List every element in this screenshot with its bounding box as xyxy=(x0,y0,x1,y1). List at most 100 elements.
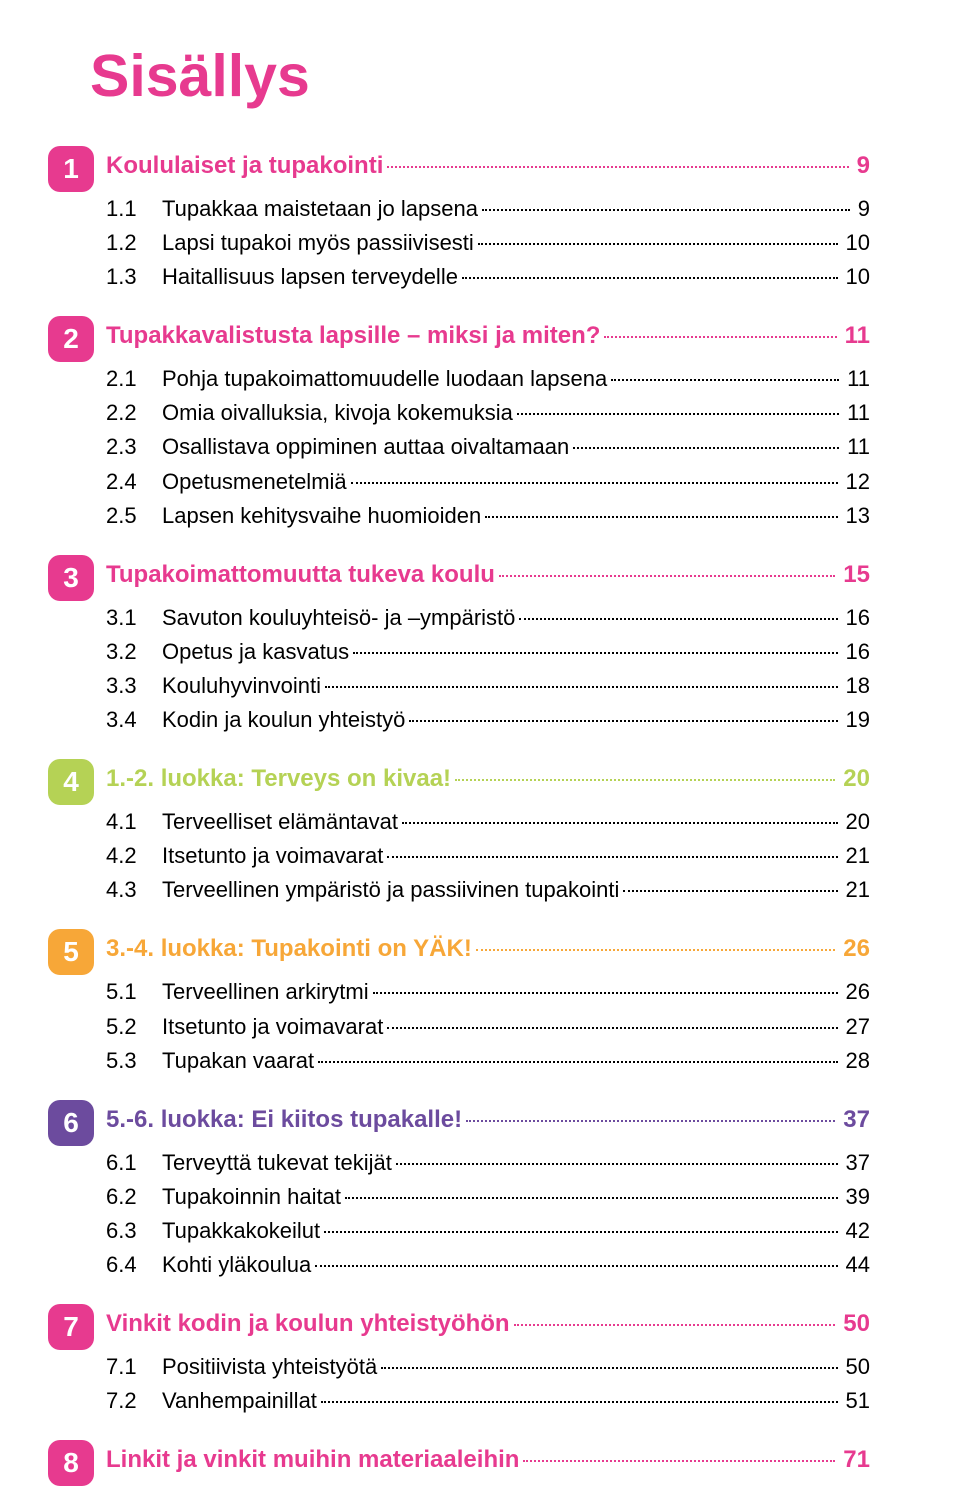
leader-dots xyxy=(519,618,837,620)
subitem-number: 5.3 xyxy=(106,1044,162,1078)
subitem-label: Tupakkakokeilut xyxy=(162,1214,320,1248)
toc-section: 41.-2. luokka: Terveys on kivaa!204.1Ter… xyxy=(48,765,870,907)
section-title: Vinkit kodin ja koulun yhteistyöhön xyxy=(106,1310,510,1338)
section-page: 37 xyxy=(839,1106,870,1134)
leader-dots xyxy=(499,575,835,577)
subitem-label: Osallistava oppiminen auttaa oivaltamaan xyxy=(162,430,569,464)
subitem-label: Savuton kouluyhteisö- ja –ympäristö xyxy=(162,601,515,635)
subitem-number: 2.3 xyxy=(106,430,162,464)
leader-dots xyxy=(345,1197,838,1199)
subitem-number: 2.2 xyxy=(106,396,162,430)
toc-subitems: 1.1Tupakkaa maistetaan jo lapsena91.2Lap… xyxy=(106,192,870,294)
section-title-row: Linkit ja vinkit muihin materiaaleihin71 xyxy=(106,1446,870,1474)
toc-subitem: 1.3Haitallisuus lapsen terveydelle10 xyxy=(106,260,870,294)
subitem-label: Terveyttä tukevat tekijät xyxy=(162,1146,392,1180)
subitem-number: 6.3 xyxy=(106,1214,162,1248)
section-page: 20 xyxy=(839,765,870,793)
subitem-number: 1.1 xyxy=(106,192,162,226)
subitem-page: 44 xyxy=(842,1248,870,1282)
leader-dots xyxy=(604,336,836,338)
toc-subitem: 6.4Kohti yläkoulua44 xyxy=(106,1248,870,1282)
leader-dots xyxy=(324,1231,837,1233)
subitem-number: 1.2 xyxy=(106,226,162,260)
section-page: 15 xyxy=(839,561,870,589)
subitem-label: Lapsi tupakoi myös passiivisesti xyxy=(162,226,474,260)
leader-dots xyxy=(611,379,839,381)
toc-subitem: 5.1Terveellinen arkirytmi26 xyxy=(106,975,870,1009)
leader-dots xyxy=(455,779,835,781)
subitem-label: Kodin ja koulun yhteistyö xyxy=(162,703,405,737)
section-number-badge: 6 xyxy=(48,1100,94,1146)
toc-subitem: 3.3Kouluhyvinvointi18 xyxy=(106,669,870,703)
subitem-label: Tupakoinnin haitat xyxy=(162,1180,341,1214)
leader-dots xyxy=(485,516,837,518)
subitem-number: 4.1 xyxy=(106,805,162,839)
toc-section: 1Koululaiset ja tupakointi91.1Tupakkaa m… xyxy=(48,152,870,294)
subitem-page: 51 xyxy=(842,1384,870,1418)
subitem-label: Terveellinen arkirytmi xyxy=(162,975,369,1009)
section-title: Tupakkavalistusta lapsille – miksi ja mi… xyxy=(106,322,600,350)
toc-section-header: 65.-6. luokka: Ei kiitos tupakalle!37 xyxy=(48,1106,870,1146)
toc-subitem: 7.1Positiivista yhteistyötä50 xyxy=(106,1350,870,1384)
toc-subitem: 2.5Lapsen kehitysvaihe huomioiden13 xyxy=(106,499,870,533)
section-number-badge: 5 xyxy=(48,929,94,975)
subitem-page: 20 xyxy=(842,805,870,839)
subitem-page: 16 xyxy=(842,601,870,635)
page-title: Sisällys xyxy=(90,42,870,110)
toc-subitems: 4.1Terveelliset elämäntavat204.2Itsetunt… xyxy=(106,805,870,907)
toc-subitem: 2.4Opetusmenetelmiä12 xyxy=(106,465,870,499)
section-page: 11 xyxy=(841,322,870,350)
subitem-page: 11 xyxy=(843,396,870,430)
toc-subitem: 7.2Vanhempainillat 51 xyxy=(106,1384,870,1418)
section-page: 26 xyxy=(839,935,870,963)
toc-subitem: 2.1Pohja tupakoimattomuudelle luodaan la… xyxy=(106,362,870,396)
toc-section-header: 2Tupakkavalistusta lapsille – miksi ja m… xyxy=(48,322,870,362)
subitem-number: 7.2 xyxy=(106,1384,162,1418)
section-title-row: Tupakoimattomuutta tukeva koulu15 xyxy=(106,561,870,589)
toc-subitem: 5.2Itsetunto ja voimavarat27 xyxy=(106,1010,870,1044)
subitem-number: 6.2 xyxy=(106,1180,162,1214)
toc-subitem: 3.2Opetus ja kasvatus16 xyxy=(106,635,870,669)
subitem-number: 6.1 xyxy=(106,1146,162,1180)
section-page: 50 xyxy=(839,1310,870,1338)
subitem-label: Kohti yläkoulua xyxy=(162,1248,311,1282)
section-title-row: Tupakkavalistusta lapsille – miksi ja mi… xyxy=(106,322,870,350)
subitem-page: 28 xyxy=(842,1044,870,1078)
subitem-number: 4.3 xyxy=(106,873,162,907)
toc-subitem: 1.2Lapsi tupakoi myös passiivisesti10 xyxy=(106,226,870,260)
subitem-label: Tupakan vaarat xyxy=(162,1044,314,1078)
subitem-page: 27 xyxy=(842,1010,870,1044)
subitem-number: 5.2 xyxy=(106,1010,162,1044)
toc-subitem: 6.3Tupakkakokeilut42 xyxy=(106,1214,870,1248)
leader-dots xyxy=(478,243,838,245)
subitem-number: 3.1 xyxy=(106,601,162,635)
toc-subitems: 5.1Terveellinen arkirytmi265.2Itsetunto … xyxy=(106,975,870,1077)
subitem-label: Opetusmenetelmiä xyxy=(162,465,347,499)
leader-dots xyxy=(351,482,838,484)
leader-dots xyxy=(482,209,850,211)
leader-dots xyxy=(381,1367,837,1369)
toc-section-header: 53.-4. luokka: Tupakointi on YÄK!26 xyxy=(48,935,870,975)
toc-section: 65.-6. luokka: Ei kiitos tupakalle!376.1… xyxy=(48,1106,870,1282)
toc-section-header: 8Linkit ja vinkit muihin materiaaleihin7… xyxy=(48,1446,870,1486)
leader-dots xyxy=(409,720,837,722)
section-title-row: 5.-6. luokka: Ei kiitos tupakalle! 37 xyxy=(106,1106,870,1134)
section-title: 5.-6. luokka: Ei kiitos tupakalle! xyxy=(106,1106,462,1134)
toc-section: 8Linkit ja vinkit muihin materiaaleihin7… xyxy=(48,1446,870,1486)
subitem-label: Vanhempainillat xyxy=(162,1384,317,1418)
leader-dots xyxy=(476,949,835,951)
toc-subitem: 4.2Itsetunto ja voimavarat 21 xyxy=(106,839,870,873)
subitem-page: 21 xyxy=(842,839,870,873)
leader-dots xyxy=(387,856,837,858)
subitem-number: 4.2 xyxy=(106,839,162,873)
leader-dots xyxy=(623,890,837,892)
section-number-badge: 7 xyxy=(48,1304,94,1350)
toc-subitem: 2.2Omia oivalluksia, kivoja kokemuksia11 xyxy=(106,396,870,430)
toc-subitem: 6.1Terveyttä tukevat tekijät37 xyxy=(106,1146,870,1180)
toc-subitem: 5.3Tupakan vaarat 28 xyxy=(106,1044,870,1078)
subitem-label: Kouluhyvinvointi xyxy=(162,669,321,703)
section-title-row: Koululaiset ja tupakointi9 xyxy=(106,152,870,180)
subitem-label: Itsetunto ja voimavarat xyxy=(162,839,383,873)
toc-subitem: 4.1Terveelliset elämäntavat20 xyxy=(106,805,870,839)
section-number-badge: 2 xyxy=(48,316,94,362)
